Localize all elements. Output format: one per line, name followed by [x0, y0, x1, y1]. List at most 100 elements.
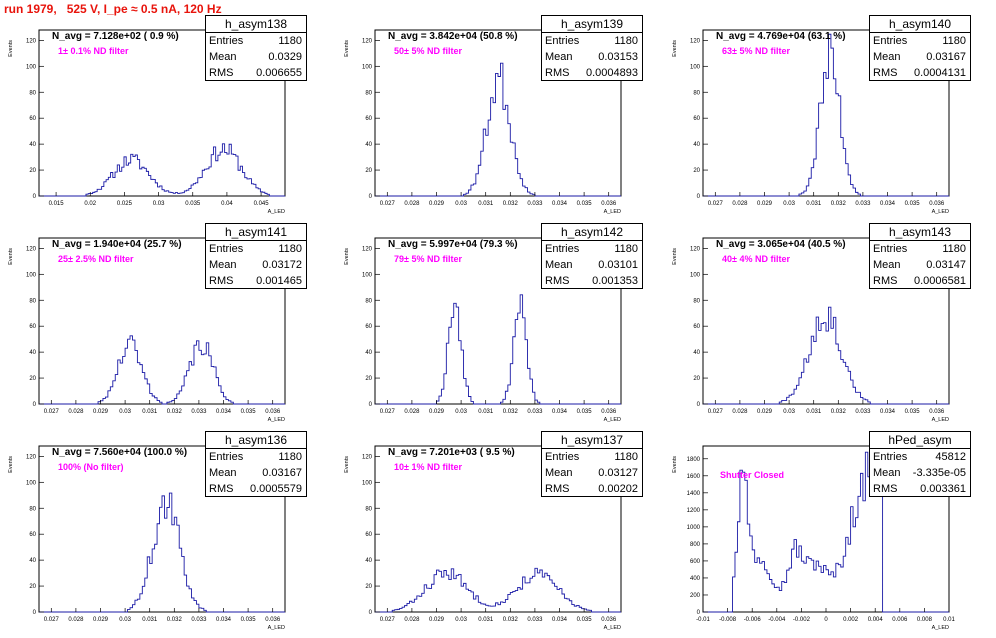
y-tick-label: 100	[690, 272, 701, 278]
x-tick-label: 0.033	[191, 617, 207, 623]
histogram-pad-h_asym138: 0.015 0.02 0.025 0.03 0.035 0.04 0.045 0 20 40 60 8…	[0, 14, 330, 222]
x-axis-title: A_LED	[604, 625, 621, 631]
histogram-line	[39, 492, 285, 613]
histogram-line	[703, 33, 949, 197]
x-tick-label: -0.004	[768, 617, 786, 623]
stats-value: 1180	[278, 35, 302, 47]
stats-key: RMS	[873, 275, 898, 287]
x-tick-label: 0.03	[783, 409, 795, 415]
y-tick-label: 100	[26, 272, 37, 278]
navg-label: N_avg = 7.128e+02 ( 0.9 %)	[52, 31, 179, 42]
x-tick-label: 0.027	[44, 409, 60, 415]
histogram-name: h_asym143	[870, 224, 970, 241]
histogram-pad-h_asym139: 0.027 0.028 0.029 0.03 0.031 0.032 0.033 0.034 0…	[336, 14, 666, 222]
y-tick-label: 80	[693, 90, 700, 96]
x-axis-title: A_LED	[268, 625, 285, 631]
x-tick-label: 0.029	[429, 617, 445, 623]
x-tick-label: 0.028	[732, 409, 748, 415]
stats-row-rms: RMS 0.0005579	[206, 481, 306, 497]
histogram-line	[375, 294, 621, 405]
histogram-line	[375, 567, 621, 613]
x-tick-label: 0.031	[806, 201, 822, 207]
x-tick-label: -0.006	[744, 617, 762, 623]
stats-row-mean: Mean 0.03153	[542, 49, 642, 65]
x-axis-title: A_LED	[604, 417, 621, 423]
stats-value: 0.03147	[926, 259, 966, 271]
x-tick-label: 0.027	[708, 409, 724, 415]
stats-value: 0.0004893	[586, 67, 638, 79]
histogram-name: h_asym136	[206, 432, 306, 449]
x-tick-label: 0.01	[943, 617, 955, 623]
plot-frame	[702, 237, 950, 405]
x-tick-label: 0.02	[84, 201, 96, 207]
y-tick-label: 20	[365, 168, 372, 174]
stats-key: RMS	[545, 483, 570, 495]
y-tick-label: 120	[26, 38, 37, 44]
stats-key: RMS	[209, 483, 234, 495]
stats-row-entries: Entries 1180	[870, 241, 970, 257]
stats-row-mean: Mean 0.03127	[542, 465, 642, 481]
stats-box: h_asym139 Entries 1180 Mean 0.03153 RMS …	[541, 15, 643, 81]
stats-row-mean: Mean 0.03167	[870, 49, 970, 65]
stats-row-entries: Entries 1180	[870, 33, 970, 49]
x-tick-label: 0.034	[552, 617, 568, 623]
x-tick-label: 0.027	[708, 201, 724, 207]
y-tick-label: 400	[690, 576, 701, 582]
y-axis-title: Events	[8, 40, 14, 57]
y-tick-label: 100	[362, 64, 373, 70]
y-tick-label: 80	[365, 90, 372, 96]
y-tick-label: 60	[29, 116, 36, 122]
stats-value: 0.03167	[262, 467, 302, 479]
stats-key: Entries	[873, 243, 908, 255]
y-tick-label: 40	[693, 350, 700, 356]
x-axis-title: A_LED	[932, 625, 949, 631]
stats-key: Mean	[545, 51, 573, 63]
navg-label: N_avg = 4.769e+04 (63.1 %)	[716, 31, 846, 42]
stats-value: 1180	[278, 243, 302, 255]
stats-value: 0.003361	[920, 483, 966, 495]
x-tick-label: 0.03	[783, 201, 795, 207]
x-tick-label: 0.034	[880, 409, 896, 415]
y-tick-label: 80	[365, 298, 372, 304]
x-tick-label: 0.045	[254, 201, 270, 207]
x-tick-label: 0.035	[185, 201, 201, 207]
stats-value: 1180	[614, 243, 638, 255]
x-tick-label: 0.035	[905, 201, 921, 207]
x-axis-title: A_LED	[932, 209, 949, 215]
stats-value: 0.001465	[256, 275, 302, 287]
histogram-line	[703, 306, 949, 405]
run-title: run 1979, 525 V, I_pe ≈ 0.5 nA, 120 Hz	[4, 2, 222, 16]
x-tick-label: 0.031	[478, 617, 494, 623]
stats-value: 0.03127	[598, 467, 638, 479]
x-tick-label: 0.035	[577, 617, 593, 623]
x-tick-label: 0.03	[119, 409, 131, 415]
y-tick-label: 20	[29, 168, 36, 174]
x-tick-label: 0.031	[806, 409, 822, 415]
x-tick-label: 0.034	[216, 617, 232, 623]
y-tick-label: 40	[29, 142, 36, 148]
y-tick-label: 100	[690, 64, 701, 70]
x-tick-label: 0	[824, 617, 828, 623]
x-tick-label: 0.04	[221, 201, 233, 207]
stats-key: Entries	[209, 35, 244, 47]
histogram-name: hPed_asym	[870, 432, 970, 449]
y-tick-label: 0	[33, 610, 37, 616]
y-tick-label: 40	[29, 558, 36, 564]
x-tick-label: 0.032	[503, 409, 519, 415]
stats-row-mean: Mean 0.03172	[206, 257, 306, 273]
histogram-line	[703, 445, 949, 613]
x-tick-label: 0.029	[93, 617, 109, 623]
plot-frame	[702, 29, 950, 197]
y-tick-label: 80	[29, 506, 36, 512]
x-tick-label: 0.032	[503, 617, 519, 623]
filter-annotation: 1± 0.1% ND filter	[58, 46, 129, 56]
stats-box: h_asym142 Entries 1180 Mean 0.03101 RMS …	[541, 223, 643, 289]
plot-frame	[38, 445, 286, 613]
x-tick-label: 0.03	[119, 617, 131, 623]
stats-key: Mean	[545, 467, 573, 479]
stats-row-mean: Mean -3.335e-05	[870, 465, 970, 481]
histogram-svg: 0.027 0.028 0.029 0.03 0.031 0.032 0.033 0.034 0…	[344, 237, 622, 423]
stats-key: Mean	[873, 467, 901, 479]
y-tick-label: 0	[369, 610, 373, 616]
x-tick-label: 0.031	[142, 409, 158, 415]
